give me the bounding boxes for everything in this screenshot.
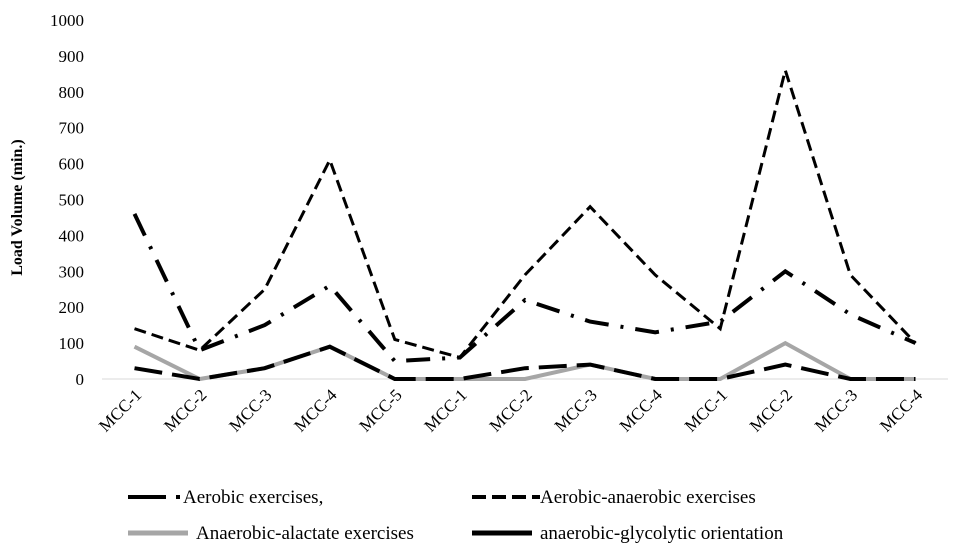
x-tick-label: MCC-4 xyxy=(876,385,927,436)
x-tick-label: MCC-3 xyxy=(811,385,861,435)
legend-label: Anaerobic-alactate exercises xyxy=(196,523,414,544)
y-tick-label: 900 xyxy=(59,47,85,66)
legend-item: Aerobic-anaerobic exercises xyxy=(472,487,756,508)
y-tick-label: 300 xyxy=(59,262,85,281)
y-tick-label: 200 xyxy=(59,298,85,317)
series-line xyxy=(132,213,917,364)
legend-item: Anaerobic-alactate exercises xyxy=(128,523,414,544)
x-axis: MCC-1 MCC-2 MCC-3 MCC-4 MCC-5 MCC-1 MCC-2 MCC-3… xyxy=(95,385,926,436)
x-tick-label: MCC-5 xyxy=(355,385,405,435)
y-tick-label: 100 xyxy=(59,334,85,353)
legend: Aerobic exercises, Aerobic-anaerobic exer… xyxy=(128,487,784,544)
series-lines xyxy=(132,64,917,382)
x-tick-label: MCC-4 xyxy=(290,385,341,436)
x-tick-label: MCC-1 xyxy=(421,385,471,435)
x-tick-label: MCC-4 xyxy=(616,385,667,436)
series-line xyxy=(133,340,916,382)
x-tick-label: MCC-2 xyxy=(746,385,796,435)
series-line xyxy=(134,344,916,382)
x-tick-label: MCC-1 xyxy=(681,385,731,435)
legend-item: Aerobic exercises, xyxy=(128,487,323,508)
y-axis: 0 100 200 300 400 500 600 700 800 900 1000 xyxy=(50,11,84,389)
legend-label: anaerobic-glycolytic orientation xyxy=(540,523,784,544)
legend-label: Aerobic-anaerobic exercises xyxy=(540,487,756,508)
legend-item: anaerobic-glycolytic orientation xyxy=(472,523,784,544)
y-tick-label: 500 xyxy=(59,191,85,210)
legend-label: Aerobic exercises, xyxy=(183,487,323,508)
y-tick-label: 700 xyxy=(59,119,85,138)
y-tick-label: 400 xyxy=(59,226,85,245)
y-tick-label: 1000 xyxy=(50,11,84,30)
series-line xyxy=(134,64,917,360)
y-axis-title: Load Volume (min.) xyxy=(9,139,26,275)
x-tick-label: MCC-3 xyxy=(225,385,275,435)
x-tick-label: MCC-1 xyxy=(95,385,145,435)
y-tick-label: 600 xyxy=(59,155,85,174)
x-tick-label: MCC-2 xyxy=(160,385,210,435)
x-tick-label: MCC-2 xyxy=(486,385,536,435)
x-tick-label: MCC-3 xyxy=(551,385,601,435)
y-tick-label: 0 xyxy=(76,370,85,389)
y-tick-label: 800 xyxy=(59,83,85,102)
